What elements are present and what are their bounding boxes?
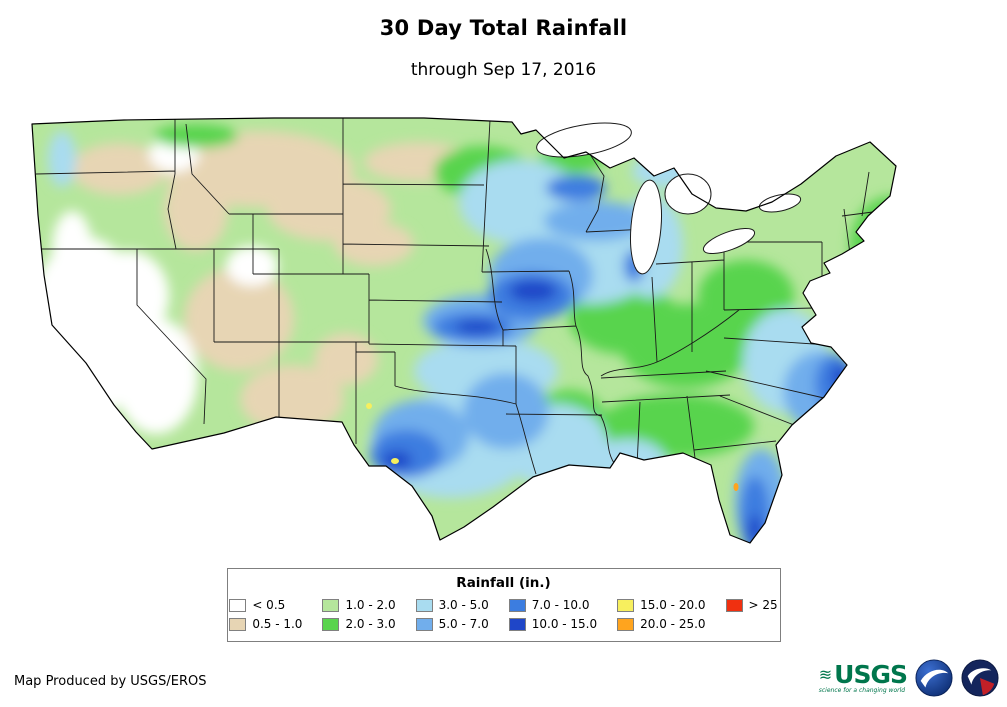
legend-item: 10.0 - 15.0 [508,615,598,633]
legend-swatch [322,617,340,631]
lake-superior [535,122,632,158]
great-lakes [535,122,801,275]
lake-erie [702,227,755,255]
legend-label: 10.0 - 15.0 [531,617,598,631]
legend-item: 7.0 - 10.0 [508,596,597,614]
legend-item: 1.0 - 2.0 [322,596,396,614]
legend-item: < 0.5 [229,596,302,614]
legend-title: Rainfall (in.) [456,575,551,591]
legend-item: 0.5 - 1.0 [229,615,302,633]
legend-swatch [725,598,743,612]
legend-item: 20.0 - 25.0 [617,615,706,633]
legend-item: 3.0 - 5.0 [415,596,489,614]
legend-label: 1.0 - 2.0 [345,598,396,612]
legend-swatch [508,617,526,631]
legend-swatch [415,617,433,631]
lake-huron [664,173,711,215]
usgs-logo: ≋ USGS science for a changing world [818,660,908,694]
legend-label: 0.5 - 1.0 [252,617,303,631]
legend-item: 2.0 - 3.0 [322,615,396,633]
map-container [24,114,984,558]
legend-label: < 0.5 [252,598,286,612]
legend-item: > 25 [725,596,778,614]
rainfall-raster [31,118,896,543]
noaa-logo-icon [915,659,953,697]
legend-label: 15.0 - 20.0 [640,598,706,612]
nws-logo-icon [961,659,999,697]
legend-item: 5.0 - 7.0 [415,615,489,633]
legend-label: 2.0 - 3.0 [345,617,396,631]
usgs-wave-icon: ≋ [818,664,833,684]
lake-ontario [758,193,801,213]
legend-grid: < 0.5 0.5 - 1.0 1.0 - 2.0 2.0 - 3.0 3.0 … [229,596,778,633]
rainfall-map [30,117,897,544]
legend-swatch [229,617,247,631]
legend-swatch [415,598,433,612]
legend-label: > 25 [748,598,778,612]
usgs-wordmark: USGS [834,660,908,689]
us-outline [30,117,897,544]
legend-label: 3.0 - 5.0 [438,598,489,612]
legend-label: 7.0 - 10.0 [531,598,590,612]
legend-label: 5.0 - 7.0 [438,617,489,631]
legend: Rainfall (in.) < 0.5 0.5 - 1.0 1.0 - 2.0… [226,568,781,642]
legend-swatch [617,598,635,612]
extreme-rainfall-specks [365,403,738,491]
lake-michigan [629,179,662,275]
legend-swatch [508,598,526,612]
legend-swatch [617,617,635,631]
legend-swatch [229,598,247,612]
state-borders [35,118,888,475]
legend-item: 15.0 - 20.0 [617,596,706,614]
legend-label: 20.0 - 25.0 [640,617,706,631]
logos: ≋ USGS science for a changing world [819,659,999,697]
map-credit: Map Produced by USGS/EROS [14,674,207,689]
page-subtitle: through Sep 17, 2016 [410,60,597,80]
page-title: 30 Day Total Rainfall [379,16,628,40]
usgs-tagline: science for a changing world [818,687,906,694]
legend-swatch [322,598,340,612]
